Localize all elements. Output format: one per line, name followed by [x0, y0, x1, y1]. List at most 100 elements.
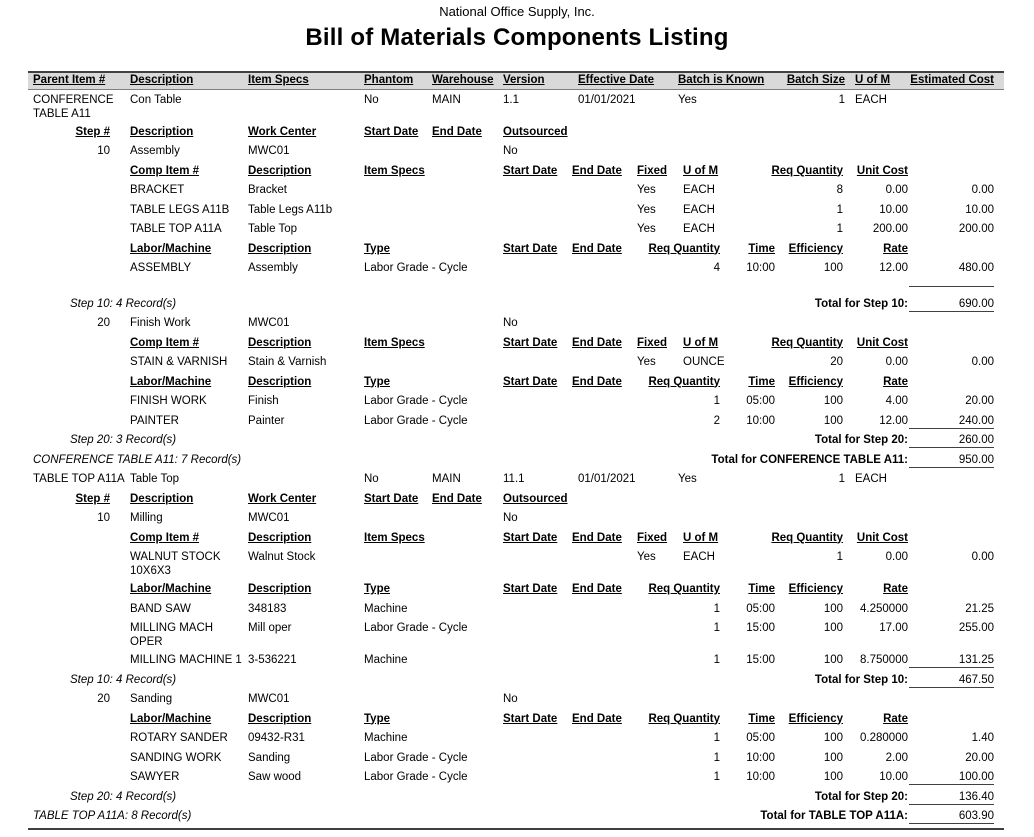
description: Con Table [130, 93, 182, 106]
step-number: 20 [97, 317, 110, 329]
col-header-type: Type [364, 375, 390, 388]
batch-size: 1 [838, 473, 845, 485]
rate: 12.00 [879, 414, 908, 427]
description: Painter [248, 414, 285, 427]
version: 11.1 [503, 473, 525, 485]
col-header-efficiency: Efficiency [788, 583, 843, 595]
estimated-cost: 100.00 [909, 768, 994, 785]
step-header-row: Step # Description Work Center Start Date En… [0, 123, 1034, 143]
subtotal-row: Step 10: 4 Record(s) Total for Step 10: 69… [0, 295, 1034, 315]
fixed: Yes [637, 356, 656, 368]
col-header-type: Type [364, 712, 390, 725]
comp-item: TABLE LEGS A11B [130, 203, 230, 216]
labor-row: SAWYER Saw wood Labor Grade - Cycle 1 10:00 1… [0, 768, 1034, 788]
col-header-description: Description [248, 164, 312, 177]
efficiency: 100 [823, 771, 843, 783]
comp-row: BRACKET Bracket Yes EACH 8 0.00 0.00 [0, 181, 1034, 201]
time: 10:00 [746, 751, 775, 764]
rate: 10.00 [879, 771, 908, 783]
col-header-end-date: End Date [572, 164, 622, 177]
estimated-cost: 131.25 [909, 651, 994, 668]
col-header-unit-cost: Unit Cost [856, 164, 908, 177]
col-header-u-of-m: U of M [855, 74, 891, 86]
col-header-time: Time [748, 583, 775, 595]
record-count: Step 20: 3 Record(s) [70, 434, 177, 446]
col-header-end-date: End Date [572, 531, 622, 544]
rate: 4.250000 [860, 602, 908, 615]
col-header-req-quantity: Req Quantity [771, 531, 843, 544]
estimated-cost: 0.00 [971, 551, 994, 563]
total-label: Total for Step 10: [814, 673, 908, 686]
subtotal-row: Step 10: 4 Record(s) Total for Step 10: 46… [0, 671, 1034, 691]
type: Labor Grade - Cycle [364, 414, 468, 427]
col-header-type: Type [364, 583, 390, 595]
description: 348183 [248, 602, 287, 615]
description: Table Top [248, 223, 298, 235]
estimated-cost: 1.40 [971, 732, 994, 744]
description: Walnut Stock [248, 551, 316, 563]
col-header-rate: Rate [883, 712, 908, 725]
unit-cost: 10.00 [879, 203, 908, 216]
time: 05:00 [746, 732, 775, 744]
comp-header-row: Comp Item # Description Item Specs Start Da… [0, 529, 1034, 549]
req-quantity: 1 [713, 751, 720, 764]
col-header-req-quantity: Req Quantity [771, 336, 843, 349]
labor-row: ROTARY SANDER 09432-R31 Machine 1 05:00 100 0.… [0, 729, 1034, 749]
work-center: MWC01 [248, 512, 290, 524]
record-count: Step 10: 4 Record(s) [70, 297, 177, 310]
labor-machine: MILLING MACHINE 1 [130, 654, 242, 666]
step-row: 10 Milling MWC01 No [0, 509, 1034, 529]
total-label: Total for Step 20: [814, 434, 908, 446]
col-header-req-quantity: Req Quantity [648, 583, 720, 595]
description: Finish Work [130, 317, 191, 329]
col-header-batch-size: Batch Size [786, 74, 845, 86]
outsourced: No [503, 512, 518, 524]
comp-item: STAIN & VARNISH [130, 356, 228, 368]
labor-row: ASSEMBLY Assembly Labor Grade - Cycle 4 10:0… [0, 259, 1034, 279]
total-label: Total for Step 20: [814, 790, 908, 803]
unit-cost: 200.00 [872, 223, 908, 235]
u-of-m: EACH [683, 551, 715, 563]
col-header-work-center: Work Center [248, 125, 317, 138]
labor-header-row: Labor/Machine Description Type Start Date En… [0, 580, 1034, 600]
col-header-labor-machine: Labor/Machine [130, 242, 212, 255]
estimated-cost: 240.00 [909, 412, 994, 429]
col-header-efficiency: Efficiency [788, 712, 843, 725]
description: Saw wood [248, 771, 302, 783]
col-header-outsourced: Outsourced [503, 125, 568, 138]
outsourced: No [503, 145, 518, 157]
subtotal-row: Step 20: 3 Record(s) Total for Step 20: 26… [0, 431, 1034, 451]
outsourced: No [503, 693, 518, 705]
comp-row: TABLE TOP A11A Table Top Yes EACH 1 200.00 200… [0, 220, 1034, 240]
batch-is-known: Yes [678, 473, 697, 485]
col-header-description: Description [130, 125, 194, 138]
col-header-labor-machine: Labor/Machine [130, 375, 212, 388]
col-header-time: Time [748, 242, 775, 255]
type: Labor Grade - Cycle [364, 622, 468, 634]
col-header-end-date: End Date [572, 336, 622, 349]
req-quantity: 2 [713, 414, 720, 427]
work-center: MWC01 [248, 693, 290, 705]
req-quantity: 1 [713, 771, 720, 783]
comp-row: TABLE LEGS A11B Table Legs A11b Yes EACH 1 10… [0, 201, 1034, 221]
col-header-start-date: Start Date [503, 531, 558, 544]
parent-item: TABLE TOP A11A [33, 473, 125, 485]
step-row: 20 Finish Work MWC01 No [0, 314, 1034, 334]
col-header-fixed: Fixed [637, 531, 668, 544]
col-header-type: Type [364, 242, 390, 255]
type: Labor Grade - Cycle [364, 751, 468, 764]
company-name: National Office Supply, Inc. [439, 4, 595, 19]
time: 15:00 [746, 654, 775, 666]
col-header-start-date: Start Date [503, 375, 558, 388]
u-of-m: EACH [855, 473, 887, 485]
version: 1.1 [503, 93, 519, 106]
description: Stain & Varnish [248, 356, 327, 368]
cost-rule-row [0, 279, 1034, 295]
step-row: 20 Sanding MWC01 No [0, 690, 1034, 710]
fixed: Yes [637, 184, 656, 196]
col-header-unit-cost: Unit Cost [856, 531, 908, 544]
col-header-end-date: End Date [572, 712, 622, 725]
description: Mill oper [248, 622, 292, 634]
col-header-end-date: End Date [432, 492, 482, 505]
